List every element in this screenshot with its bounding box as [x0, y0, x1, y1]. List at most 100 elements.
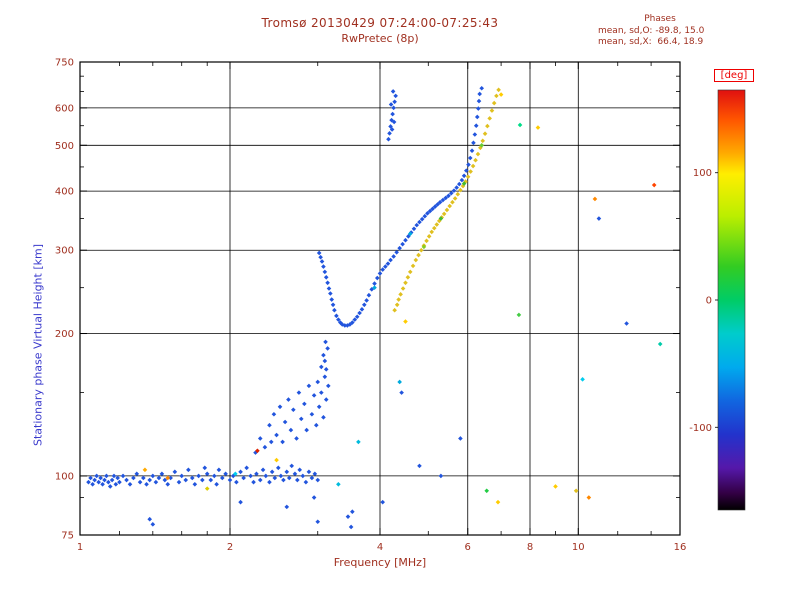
- data-point: [419, 216, 425, 222]
- data-point: [374, 275, 380, 281]
- data-point: [458, 436, 463, 441]
- data-point: [553, 484, 558, 489]
- data-point: [328, 291, 333, 296]
- data-point: [292, 471, 298, 477]
- data-point: [397, 379, 402, 385]
- data-point: [323, 397, 329, 402]
- data-point: [425, 211, 430, 216]
- data-point: [475, 151, 481, 157]
- colorbar-tick-label: 0: [706, 296, 712, 307]
- data-point: [334, 313, 339, 319]
- data-point: [407, 231, 413, 237]
- data-point: [159, 471, 165, 477]
- data-point: [322, 269, 328, 275]
- y-tick-label: 75: [61, 531, 74, 542]
- data-point: [277, 404, 283, 410]
- x-tick-label: 4: [377, 542, 383, 553]
- data-point: [387, 131, 392, 136]
- data-point: [329, 297, 335, 302]
- data-point: [332, 307, 337, 313]
- data-point: [316, 404, 322, 410]
- data-point: [517, 122, 523, 128]
- data-point: [326, 286, 332, 291]
- data-point: [393, 93, 398, 99]
- data-point: [418, 247, 424, 253]
- data-point: [323, 339, 328, 345]
- data-point: [274, 457, 279, 463]
- data-point: [323, 367, 329, 372]
- data-point: [435, 202, 440, 207]
- data-point: [479, 85, 485, 91]
- data-point: [98, 475, 103, 481]
- data-point: [189, 475, 195, 481]
- data-point: [230, 473, 236, 479]
- data-point: [431, 225, 437, 231]
- data-point: [267, 422, 272, 428]
- data-point: [262, 444, 268, 450]
- data-point: [137, 479, 143, 485]
- data-point: [216, 467, 222, 473]
- data-point: [321, 352, 326, 358]
- data-point: [271, 411, 277, 417]
- data-point: [106, 479, 111, 485]
- data-point: [241, 475, 246, 481]
- data-point: [223, 471, 228, 477]
- data-point: [267, 479, 272, 485]
- data-point: [596, 216, 602, 221]
- x-tick-label: 6: [465, 542, 471, 553]
- data-point: [306, 383, 312, 389]
- data-point: [131, 475, 136, 481]
- data-point: [424, 238, 429, 244]
- data-point: [471, 140, 476, 146]
- data-point: [380, 499, 385, 505]
- data-point: [450, 199, 455, 205]
- y-tick-label: 400: [55, 187, 74, 198]
- data-point: [447, 203, 453, 209]
- data-point: [403, 237, 408, 243]
- data-point: [459, 177, 465, 183]
- data-point: [477, 91, 482, 97]
- data-point: [407, 269, 413, 275]
- y-tick-label: 750: [55, 58, 74, 69]
- data-point: [113, 481, 119, 487]
- data-point: [396, 297, 401, 302]
- data-point: [156, 475, 162, 481]
- data-point: [476, 106, 481, 111]
- data-point: [478, 145, 483, 151]
- data-point: [291, 407, 296, 413]
- data-point: [202, 465, 208, 471]
- data-point: [438, 216, 444, 221]
- data-point: [448, 190, 454, 196]
- x-tick-label: 16: [674, 542, 687, 553]
- data-point: [461, 181, 467, 186]
- data-point: [315, 519, 321, 525]
- data-point: [400, 286, 406, 291]
- data-point: [296, 390, 302, 395]
- data-point: [354, 314, 360, 320]
- data-point: [319, 259, 325, 264]
- data-point: [309, 475, 315, 481]
- data-point: [485, 123, 490, 129]
- data-point: [179, 473, 185, 479]
- data-point: [372, 281, 377, 286]
- data-point: [426, 234, 432, 239]
- data-point: [227, 477, 233, 483]
- data-point: [405, 274, 411, 280]
- data-point: [281, 477, 286, 483]
- data-point: [96, 479, 101, 485]
- plot-title: Tromsø 20130429 07:24:00-07:25:43: [261, 16, 499, 30]
- data-point: [302, 401, 307, 407]
- data-point: [204, 471, 210, 477]
- data-point: [192, 481, 198, 487]
- data-point: [295, 477, 300, 483]
- data-point: [421, 244, 427, 250]
- data-point: [238, 499, 243, 505]
- data-point: [366, 292, 372, 298]
- y-tick-label: 100: [55, 471, 74, 482]
- data-point: [325, 346, 330, 351]
- data-point: [473, 157, 478, 163]
- phase-stats: Phases mean, sd,O: -89.8, 15.0 mean, sd,…: [598, 14, 722, 49]
- data-point: [406, 234, 411, 239]
- data-point: [92, 477, 97, 483]
